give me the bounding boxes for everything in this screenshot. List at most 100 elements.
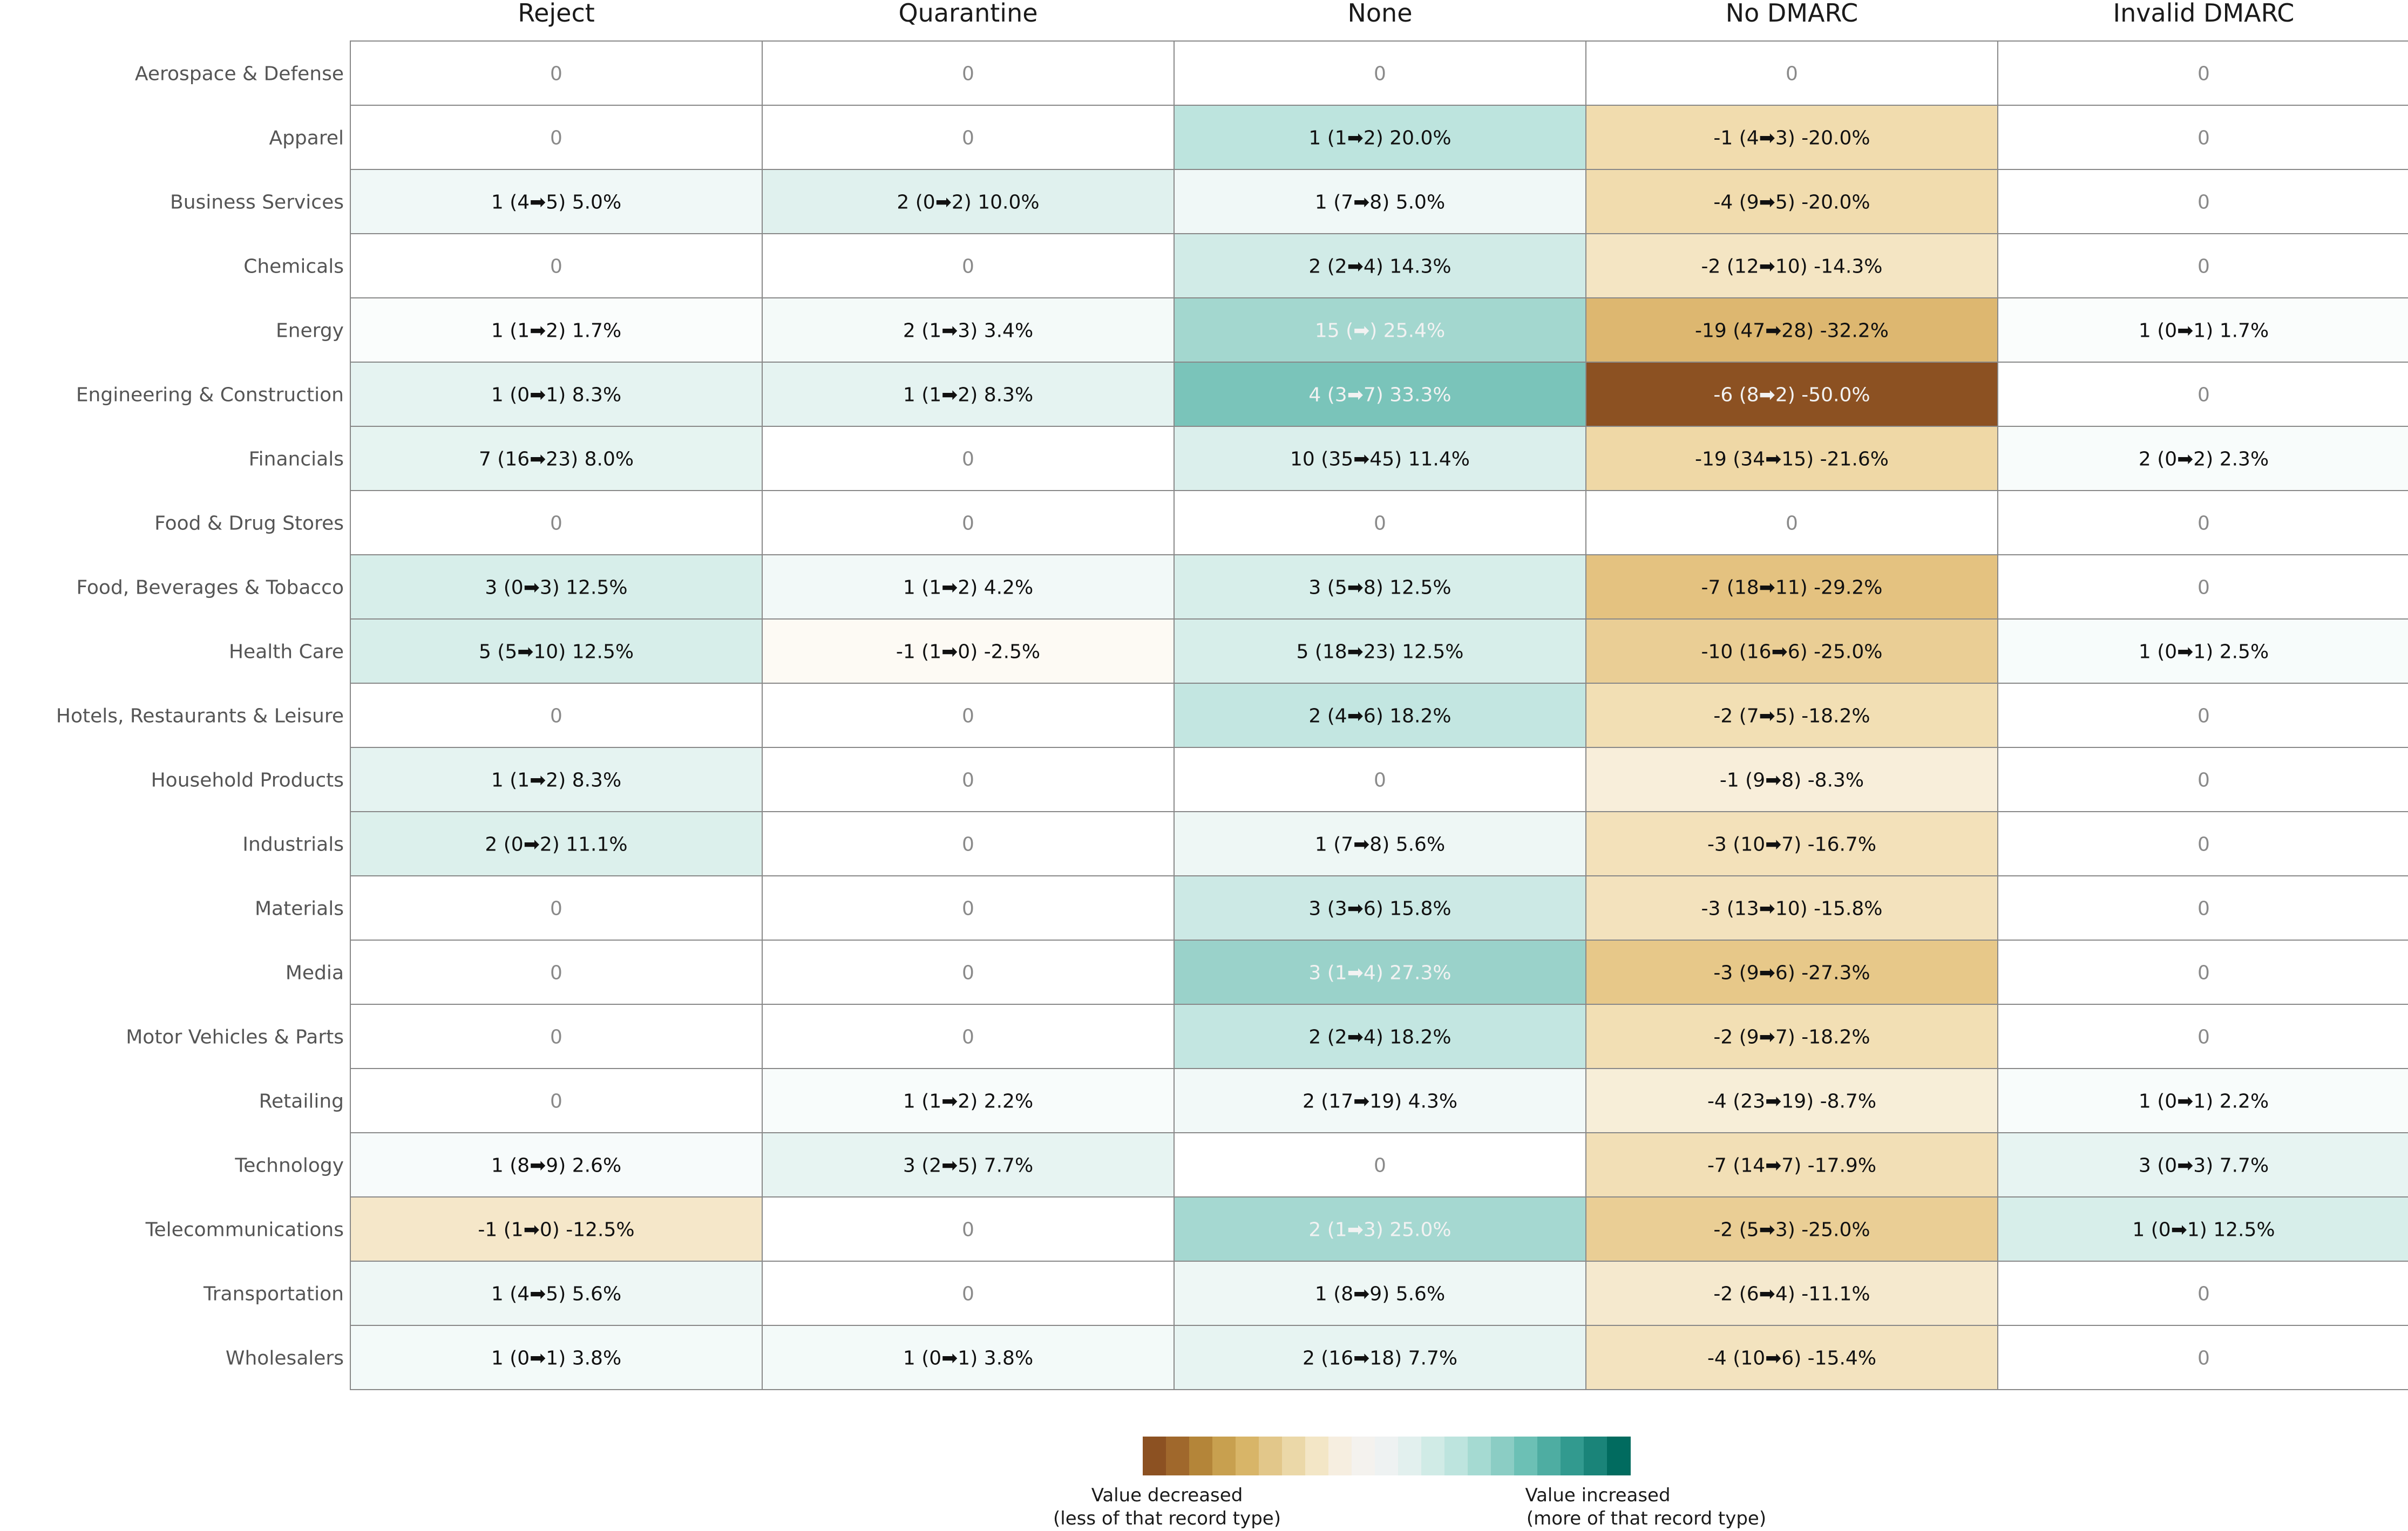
heatmap-cell: 1 (0➡1) 2.5% [1997,618,2408,684]
legend-swatch [1189,1437,1213,1475]
heatmap-cell: 1 (7➡8) 5.0% [1174,169,1586,234]
heatmap-cell: -4 (10➡6) -15.4% [1585,1325,1998,1390]
heatmap-cell: 0 [762,233,1175,298]
legend-swatch [1468,1437,1491,1475]
heatmap-cell-fill [1585,233,1998,298]
heatmap-cell-label: 0 [962,1283,974,1305]
heatmap-cell-fill [350,1261,763,1326]
heatmap-cell-fill [1174,169,1586,234]
heatmap-cell-fill [1997,940,2408,1005]
heatmap-cell-label: 2 (17➡19) 4.3% [1303,1091,1457,1113]
heatmap-cell-label: 7 (16➡23) 8.0% [479,448,634,471]
heatmap-cell: -3 (10➡7) -16.7% [1585,811,1998,876]
heatmap-cell: 0 [1585,490,1998,555]
heatmap-cell-label: 2 (1➡3) 3.4% [903,320,1033,342]
heatmap-cell: 0 [1997,811,2408,876]
legend-swatch [1537,1437,1561,1475]
heatmap-cell-fill [1997,105,2408,170]
heatmap-cell-fill [350,940,763,1005]
heatmap-cell-fill [1585,40,1998,106]
heatmap-cell: 1 (7➡8) 5.6% [1174,811,1586,876]
heatmap-cell-label: 0 [1786,63,1798,85]
heatmap-cell-fill [1174,1261,1586,1326]
legend-swatch [1212,1437,1236,1475]
heatmap-cell-fill [762,105,1175,170]
heatmap-cell: 0 [1174,1132,1586,1197]
heatmap-cell-fill [1997,233,2408,298]
row-label-motor-vehicles-parts: Motor Vehicles & Parts [126,1026,344,1049]
heatmap-cell: 1 (8➡9) 2.6% [350,1132,763,1197]
heatmap-cell-label: 0 [2197,834,2210,856]
heatmap-cell-fill [1174,940,1586,1005]
legend-swatch [1236,1437,1259,1475]
heatmap-cell-label: 1 (1➡2) 2.2% [903,1091,1033,1113]
heatmap-cell: -10 (16➡6) -25.0% [1585,618,1998,684]
heatmap-cell: 0 [1174,747,1586,812]
heatmap-cell-label: 2 (0➡2) 2.3% [2139,448,2269,471]
heatmap-cell-label: 0 [2197,513,2210,535]
heatmap-cell: 0 [350,1068,763,1133]
heatmap-cell-fill [762,940,1175,1005]
heatmap-cell-label: 0 [1786,513,1798,535]
heatmap-cell: 0 [1997,1261,2408,1326]
heatmap-cell: 0 [1997,490,2408,555]
heatmap-cell: 0 [762,426,1175,491]
heatmap-cell-label: 0 [550,127,562,149]
legend-swatch [1607,1437,1631,1475]
heatmap-cell-fill [1997,683,2408,748]
heatmap-cell-label: -1 (1➡0) -2.5% [896,641,1040,663]
heatmap-cell-fill [1174,1132,1586,1197]
row-label-industrials: Industrials [242,834,344,856]
heatmap-cell-fill [1585,683,1998,748]
heatmap-cell-label: 1 (0➡1) 2.5% [2139,641,2269,663]
heatmap-cell-label: -3 (9➡6) -27.3% [1713,962,1870,984]
heatmap-cell-fill [1997,490,2408,555]
heatmap-cell: 0 [762,940,1175,1005]
heatmap-cell-fill [1997,1068,2408,1133]
heatmap-cell: 0 [350,105,763,170]
heatmap-cell: 0 [350,490,763,555]
heatmap-cell-fill [350,297,763,363]
heatmap-cell-label: 0 [2197,1283,2210,1305]
heatmap-cell-fill [762,426,1175,491]
heatmap-cell: 0 [762,1196,1175,1262]
heatmap-cell: 0 [762,683,1175,748]
heatmap-cell-fill [762,490,1175,555]
heatmap-cell: 2 (0➡2) 11.1% [350,811,763,876]
heatmap-cell: 0 [762,747,1175,812]
heatmap-cell-label: 1 (1➡2) 1.7% [491,320,621,342]
heatmap-cell: -1 (1➡0) -12.5% [350,1196,763,1262]
heatmap-cell-fill [1997,362,2408,427]
heatmap-cell-fill [1585,1004,1998,1069]
heatmap-cell: 0 [1997,233,2408,298]
heatmap-cell: 0 [350,683,763,748]
heatmap-cell: 2 (0➡2) 10.0% [762,169,1175,234]
heatmap-cell: 0 [762,1261,1175,1326]
heatmap-cell-label: 0 [2197,63,2210,85]
heatmap-cell: -2 (12➡10) -14.3% [1585,233,1998,298]
heatmap-cell-fill [1585,940,1998,1005]
heatmap-cell-label: -4 (23➡19) -8.7% [1707,1091,1876,1113]
heatmap-cell-label: 1 (1➡2) 4.2% [903,577,1033,599]
legend-decreased-line1: Value decreased [1091,1485,1243,1506]
heatmap-cell-label: -1 (4➡3) -20.0% [1713,127,1870,149]
heatmap-cell: -1 (9➡8) -8.3% [1585,747,1998,812]
heatmap-cell-fill [350,1004,763,1069]
heatmap-cell-label: 0 [2197,1348,2210,1370]
heatmap-cell-label: 1 (7➡8) 5.6% [1315,834,1445,856]
heatmap-cell-label: 4 (3➡7) 33.3% [1308,384,1451,406]
heatmap-cell-fill [1585,554,1998,620]
heatmap-cell-fill [350,1068,763,1133]
heatmap-cell-label: 1 (1➡2) 8.3% [903,384,1033,406]
heatmap-cell-label: 0 [2197,384,2210,406]
heatmap-cell-fill [1997,169,2408,234]
row-label-energy: Energy [276,320,344,342]
heatmap-cell: 0 [350,233,763,298]
heatmap-cell: 1 (0➡1) 12.5% [1997,1196,2408,1262]
heatmap-cell-fill [762,811,1175,876]
heatmap-cell-fill [1585,618,1998,684]
legend-swatch [1282,1437,1306,1475]
heatmap-cell-fill [762,1132,1175,1197]
heatmap-cell-label: 0 [2197,898,2210,920]
heatmap-cell-label: -4 (9➡5) -20.0% [1713,192,1870,214]
